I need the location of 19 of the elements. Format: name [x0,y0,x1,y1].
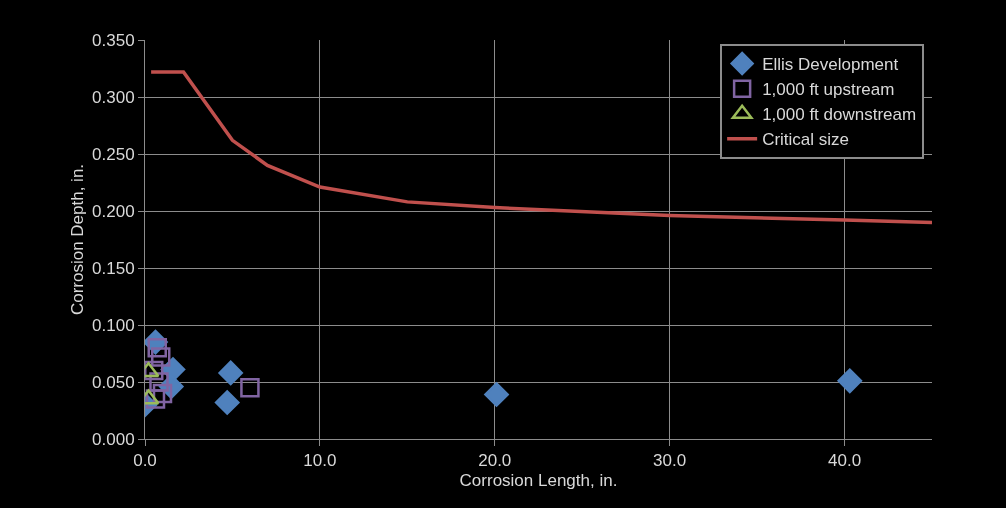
y-tick-label: 0.200 [92,201,135,221]
y-tick-label: 0.250 [92,144,135,164]
x-tick-label: 40.0 [828,451,862,471]
x-axis-title: Corrosion Length, in. [459,470,618,490]
y-tick-label: 0.150 [92,258,135,278]
x-tick-label: 0.0 [133,451,157,471]
x-tick-label: 20.0 [478,451,512,471]
y-axis-title: Corrosion Depth, in. [67,163,87,316]
y-tick-label: 0.100 [92,315,135,335]
x-tick-label: 10.0 [303,451,337,471]
legend-label: 1,000 ft upstream [762,80,895,100]
y-tick-label: 0.300 [92,87,135,107]
y-tick-label: 0.000 [92,429,135,449]
y-tick-label: 0.050 [92,372,135,392]
legend-label: 1,000 ft downstream [762,105,917,125]
x-tick-label: 30.0 [653,451,687,471]
y-tick-label: 0.350 [92,30,135,50]
legend-label: Critical size [762,130,850,150]
legend-label: Ellis Development [762,55,899,75]
